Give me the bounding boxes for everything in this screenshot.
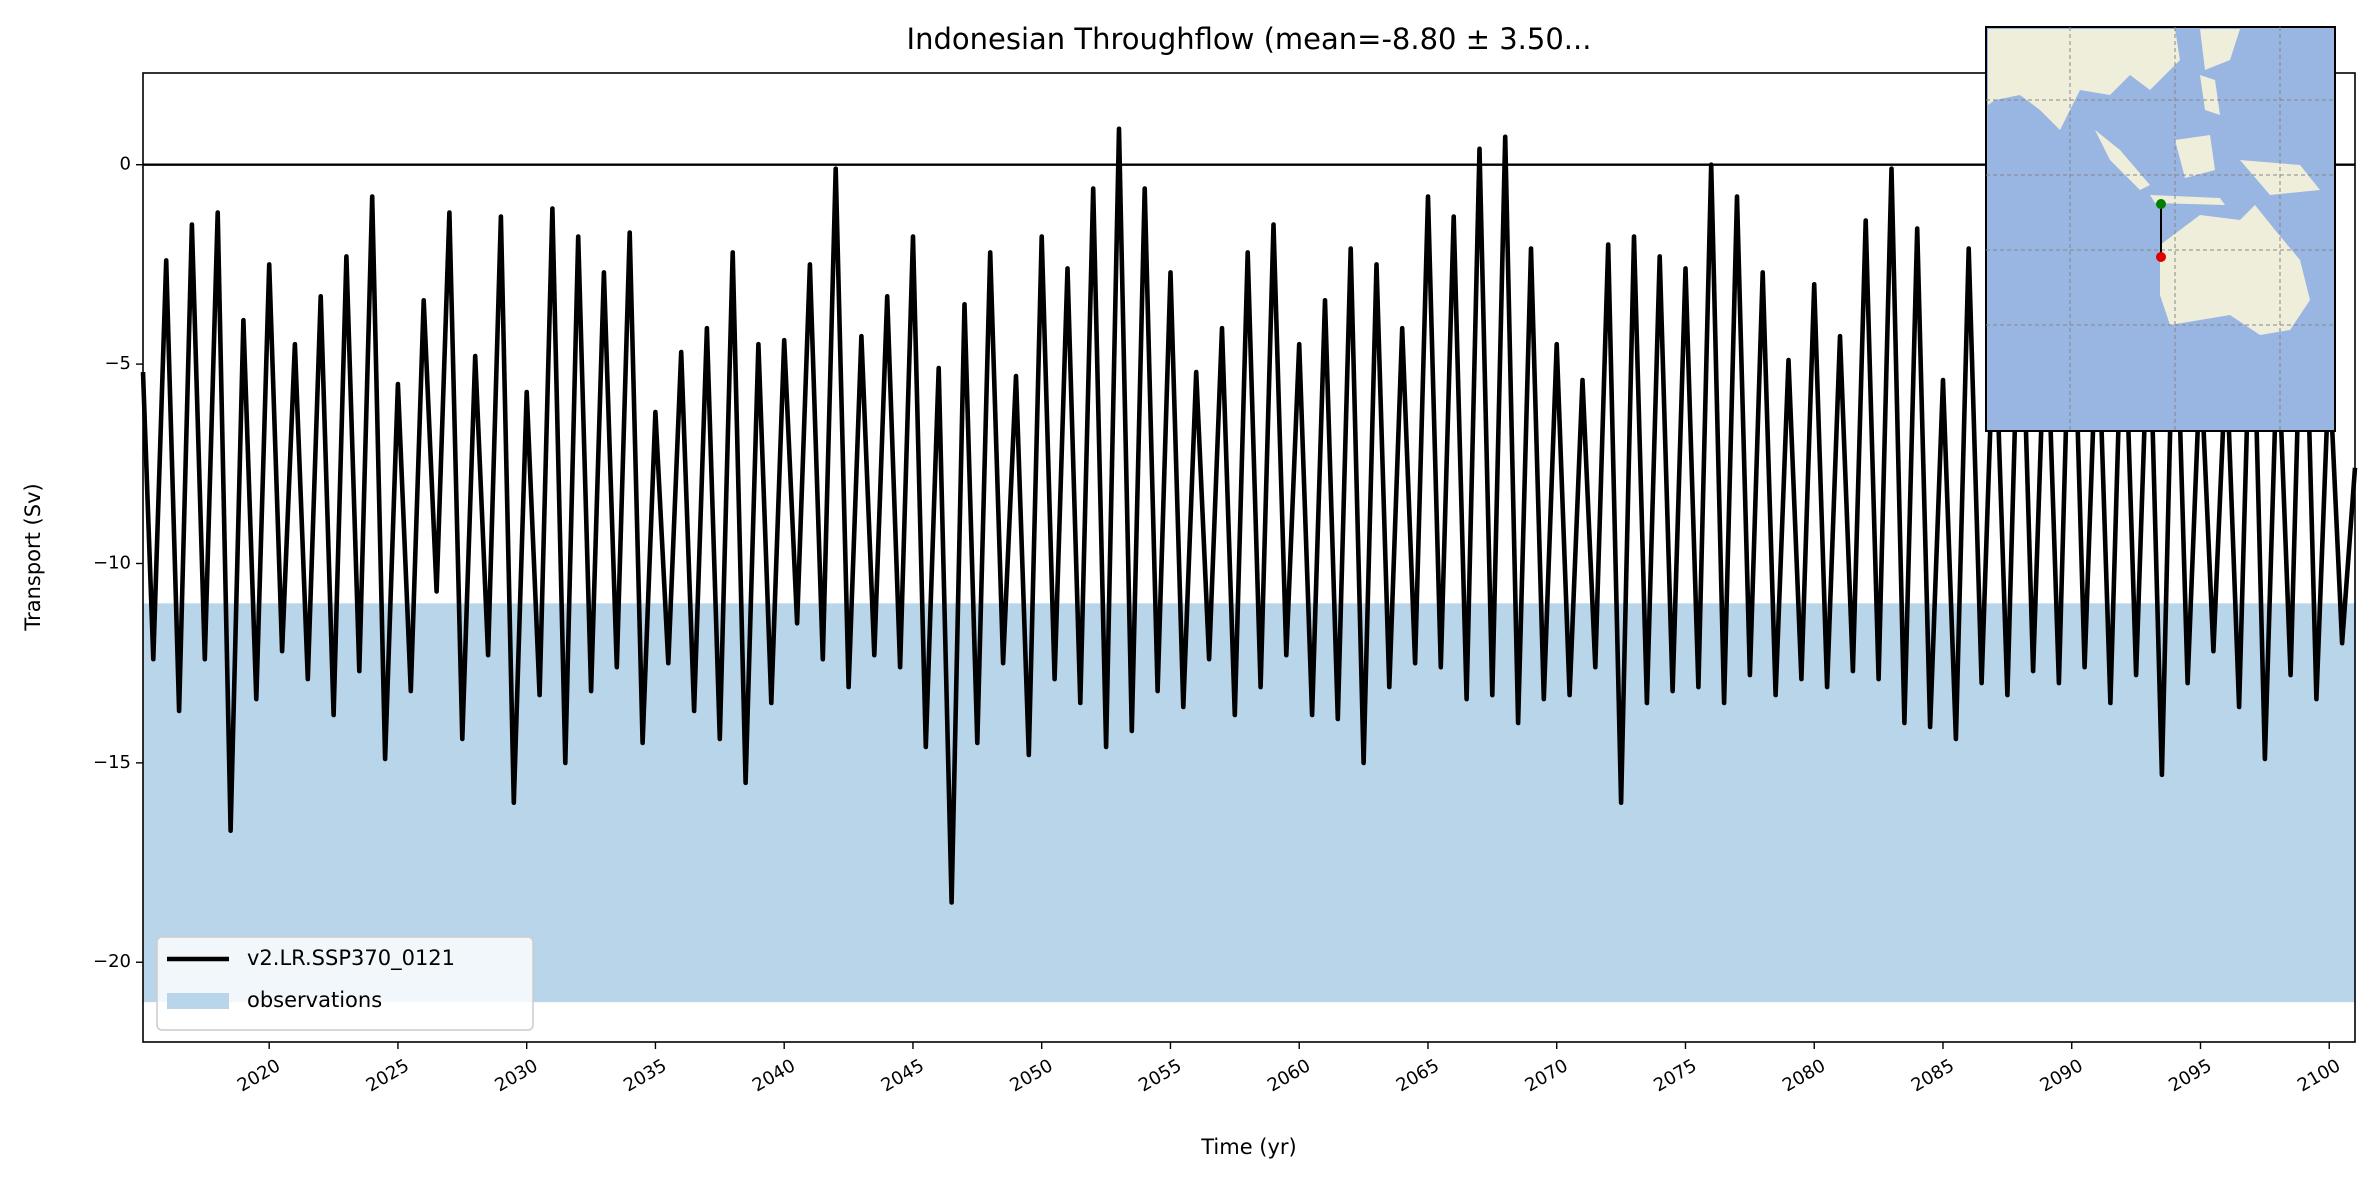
axes-frame xyxy=(142,72,2356,1043)
map-land-java xyxy=(2150,195,2225,205)
x-tick-label: 2090 xyxy=(2036,1055,2086,1096)
chart-title: Indonesian Throughflow (mean=-8.80 ± 3.5… xyxy=(907,22,1592,56)
x-axis-label: Time (yr) xyxy=(1200,1135,1297,1159)
legend-label: v2.LR.SSP370_0121 xyxy=(247,946,455,971)
y-axis-label: Transport (Sv) xyxy=(21,483,45,631)
x-tick-label: 2055 xyxy=(1135,1055,1185,1096)
map-land-asia xyxy=(1988,29,2180,130)
legend-label: observations xyxy=(247,988,382,1012)
legend-swatch xyxy=(167,993,229,1009)
x-tick-label: 2060 xyxy=(1264,1055,1314,1096)
map-start-point xyxy=(2156,199,2166,209)
x-tick-label: 2100 xyxy=(2294,1055,2344,1096)
map-land-japan xyxy=(2200,29,2240,70)
y-tick-label: −20 xyxy=(93,951,131,972)
y-tick-label: 0 xyxy=(120,154,131,175)
x-tick-label: 2020 xyxy=(234,1055,284,1096)
series-line xyxy=(140,126,2358,905)
map-inset xyxy=(1985,26,2336,432)
x-tick-label: 2045 xyxy=(878,1055,928,1096)
legend-box xyxy=(156,936,534,1031)
y-tick-label: −15 xyxy=(93,752,131,773)
x-tick-label: 2035 xyxy=(620,1055,670,1096)
map-land-borneo xyxy=(2175,135,2215,178)
plot-area xyxy=(140,126,2358,1003)
y-tick-label: −10 xyxy=(93,552,131,573)
x-tick-label: 2070 xyxy=(1521,1055,1571,1096)
legend: v2.LR.SSP370_0121 observations xyxy=(156,936,534,1031)
x-tick-label: 2075 xyxy=(1650,1055,1700,1096)
x-tick-label: 2065 xyxy=(1393,1055,1443,1096)
x-tick-label: 2025 xyxy=(363,1055,413,1096)
x-tick-label: 2085 xyxy=(1908,1055,1958,1096)
x-tick-label: 2030 xyxy=(491,1055,541,1096)
map-land-philippines xyxy=(2200,75,2220,115)
map-end-point xyxy=(2156,252,2166,262)
y-tick-label: −5 xyxy=(104,353,131,374)
map-graticule xyxy=(1986,27,2335,431)
x-tick-label: 2050 xyxy=(1006,1055,1056,1096)
x-tick-label: 2040 xyxy=(749,1055,799,1096)
map-land-australia xyxy=(2160,205,2310,335)
x-tick-label: 2080 xyxy=(1779,1055,1829,1096)
x-tick-label: 2095 xyxy=(2165,1055,2215,1096)
